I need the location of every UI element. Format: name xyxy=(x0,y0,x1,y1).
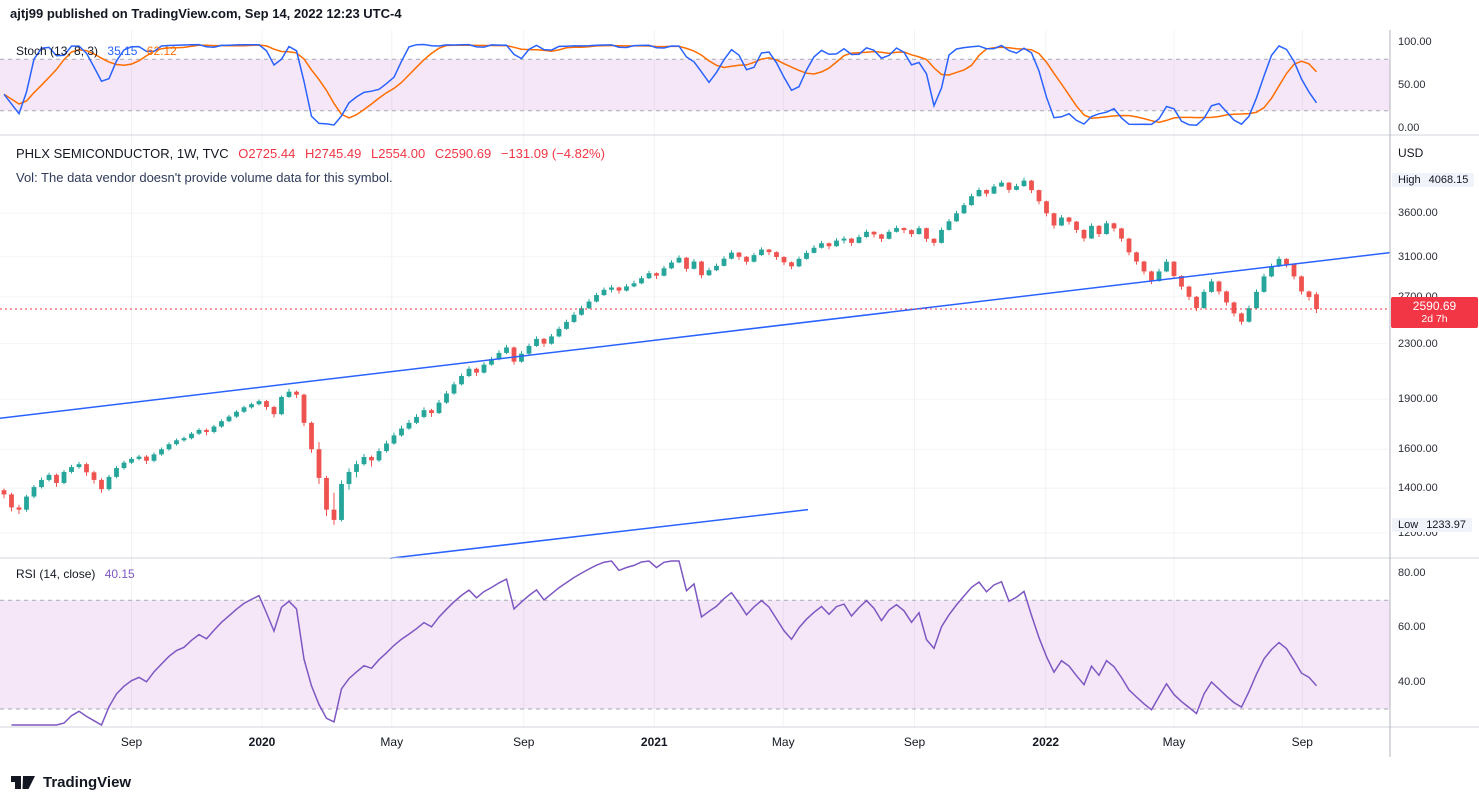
price-tick-label: 1900.00 xyxy=(1398,393,1438,406)
time-tick-label: Sep xyxy=(1291,735,1313,749)
tradingview-logo-icon[interactable] xyxy=(10,772,36,792)
last-price-value: 2590.69 xyxy=(1412,299,1457,313)
publish-header: ajtj99 published on TradingView.com, Sep… xyxy=(10,6,402,21)
stoch-tick-label: 100.00 xyxy=(1398,36,1432,48)
trendline-2[interactable] xyxy=(389,508,809,560)
price-tick-label: 1400.00 xyxy=(1398,482,1438,495)
price-tick-label: 3100.00 xyxy=(1398,250,1438,263)
time-tick-label: 2021 xyxy=(640,735,668,749)
stoch-k-value: 35.15 xyxy=(107,44,138,58)
rsi-tick-label: 60.00 xyxy=(1398,621,1426,634)
price-tick-label: 3600.00 xyxy=(1398,207,1438,220)
chart-plot-area[interactable] xyxy=(0,0,1479,757)
rsi-legend[interactable]: RSI (14, close) 40.15 xyxy=(16,567,141,581)
rsi-tick-label: 80.00 xyxy=(1398,567,1426,579)
footer: TradingView xyxy=(10,772,131,792)
ohlc-close: C2590.69 xyxy=(434,146,492,161)
panel-dividers xyxy=(0,30,1479,757)
stoch-legend[interactable]: Stoch (13, 8, 3) 35.15 62.12 xyxy=(16,44,183,58)
rsi-value: 40.15 xyxy=(104,567,135,581)
high-label: High xyxy=(1398,174,1421,186)
last-price-badge: 2590.69 2d 7h xyxy=(1391,297,1478,328)
candles-layer[interactable] xyxy=(1,177,1319,525)
low-label: Low xyxy=(1398,519,1419,531)
rsi-title: RSI (14, close) xyxy=(16,567,96,581)
symbol-title: PHLX SEMICONDUCTOR, 1W, TVC xyxy=(16,146,229,161)
rsi-line xyxy=(11,560,1318,727)
brand-name[interactable]: TradingView xyxy=(43,773,132,791)
time-tick-label: Sep xyxy=(513,735,535,749)
ohlc-open: O2725.44 xyxy=(238,146,296,161)
stoch-tick-label: 50.00 xyxy=(1398,79,1426,91)
low-value: 1233.97 xyxy=(1426,519,1466,531)
time-tick-label: Sep xyxy=(120,735,143,749)
bar-countdown: 2d 7h xyxy=(1421,313,1448,325)
ohlc-change: −131.09 (−4.82%) xyxy=(500,146,605,161)
symbol-legend[interactable]: PHLX SEMICONDUCTOR, 1W, TVC O2725.44 H27… xyxy=(16,146,611,161)
stoch-band xyxy=(0,58,1390,112)
time-tick-label: Sep xyxy=(903,735,926,749)
trendline-1[interactable] xyxy=(0,251,1391,419)
ohlc-low: L2554.00 xyxy=(370,146,426,161)
high-price-badge: High 4068.15 xyxy=(1392,173,1475,187)
currency-label: USD xyxy=(1398,146,1424,160)
high-value: 4068.15 xyxy=(1428,174,1469,186)
price-tick-label: 2300.00 xyxy=(1398,337,1438,350)
stoch-title: Stoch (13, 8, 3) xyxy=(16,44,99,58)
price-tick-label: 1600.00 xyxy=(1398,443,1438,456)
time-tick-label: 2022 xyxy=(1032,735,1060,749)
ohlc-high: H2745.49 xyxy=(304,146,362,161)
time-tick-label: May xyxy=(771,735,795,749)
stoch-tick-label: 0.00 xyxy=(1398,122,1420,134)
time-tick-label: May xyxy=(380,735,404,749)
rsi-tick-label: 40.00 xyxy=(1398,675,1426,688)
low-price-badge: Low 1233.97 xyxy=(1392,518,1472,532)
volume-note: Vol: The data vendor doesn't provide vol… xyxy=(16,170,393,185)
stoch-k-line xyxy=(3,43,1318,126)
stoch-d-value: 62.12 xyxy=(146,44,177,58)
rsi-band xyxy=(0,599,1390,710)
gridlines xyxy=(0,30,1390,727)
time-tick-label: May xyxy=(1162,735,1186,749)
time-tick-label: 2020 xyxy=(248,735,276,749)
